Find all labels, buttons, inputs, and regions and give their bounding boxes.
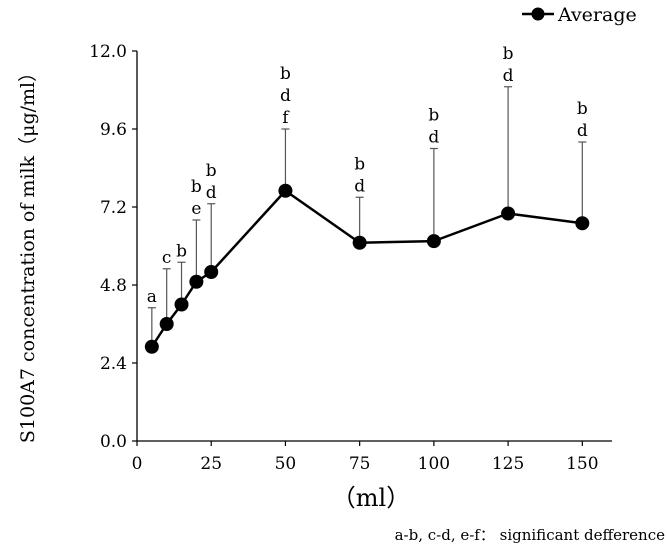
x-tick-label: 150 <box>566 454 598 474</box>
significance-letter: d <box>503 66 514 86</box>
legend-label: Average <box>557 4 637 26</box>
significance-letter: d <box>206 183 217 203</box>
significance-letter: b <box>354 154 365 174</box>
x-tick-label: 125 <box>492 454 524 474</box>
significance-letter: b <box>206 161 217 181</box>
significance-letter: e <box>191 199 201 219</box>
y-tick-label: 12.0 <box>89 42 127 62</box>
x-tick-label: 0 <box>132 454 143 474</box>
axes: 0.0 2.4 4.8 7.2 9.6 12.0 0 25 50 75 100 125 150 <box>89 42 612 474</box>
data-point <box>352 235 367 250</box>
significance-letter: b <box>176 241 187 261</box>
data-point <box>278 183 293 198</box>
significance-letter: d <box>428 128 439 148</box>
y-tick-label: 4.8 <box>100 276 127 296</box>
significance-letter: d <box>577 121 588 141</box>
x-tick-label: 25 <box>200 454 222 474</box>
significance-letter: d <box>280 86 291 106</box>
significance-letter: b <box>577 99 588 119</box>
data-point <box>426 234 441 249</box>
series-line-average <box>150 189 583 348</box>
x-tick-label: 50 <box>275 454 297 474</box>
y-tick-label: 7.2 <box>100 198 127 218</box>
x-tick-label: 75 <box>349 454 371 474</box>
series-lines <box>150 189 583 348</box>
data-point <box>189 274 204 289</box>
significance-footnote: a-b, c-d, e-f： significant defference <box>395 526 666 544</box>
data-markers <box>144 183 590 354</box>
x-tick-label: 100 <box>418 454 450 474</box>
y-axis-label: S100A7 concentration of milk（μg/ml） <box>17 63 39 443</box>
data-point <box>174 297 189 312</box>
legend: Average <box>522 4 637 26</box>
data-point <box>204 265 219 279</box>
significance-letter: f <box>282 108 290 128</box>
significance-letter: b <box>503 44 514 64</box>
significance-letter: b <box>428 106 439 126</box>
data-point <box>501 206 516 221</box>
y-tick-label: 0.0 <box>100 432 127 452</box>
data-point <box>575 216 590 231</box>
y-tick-label: 2.4 <box>100 354 127 374</box>
significance-letter: b <box>280 64 291 84</box>
significance-letter: c <box>162 248 172 268</box>
data-point <box>144 339 159 354</box>
significance-letter: d <box>354 176 365 196</box>
y-tick-label: 9.6 <box>100 120 127 140</box>
data-point <box>159 317 174 331</box>
x-axis-label: （ml） <box>332 484 410 512</box>
significance-letter: a <box>147 287 157 307</box>
legend-marker <box>531 7 545 21</box>
error-bars <box>147 86 587 347</box>
significance-letter: b <box>191 177 202 197</box>
